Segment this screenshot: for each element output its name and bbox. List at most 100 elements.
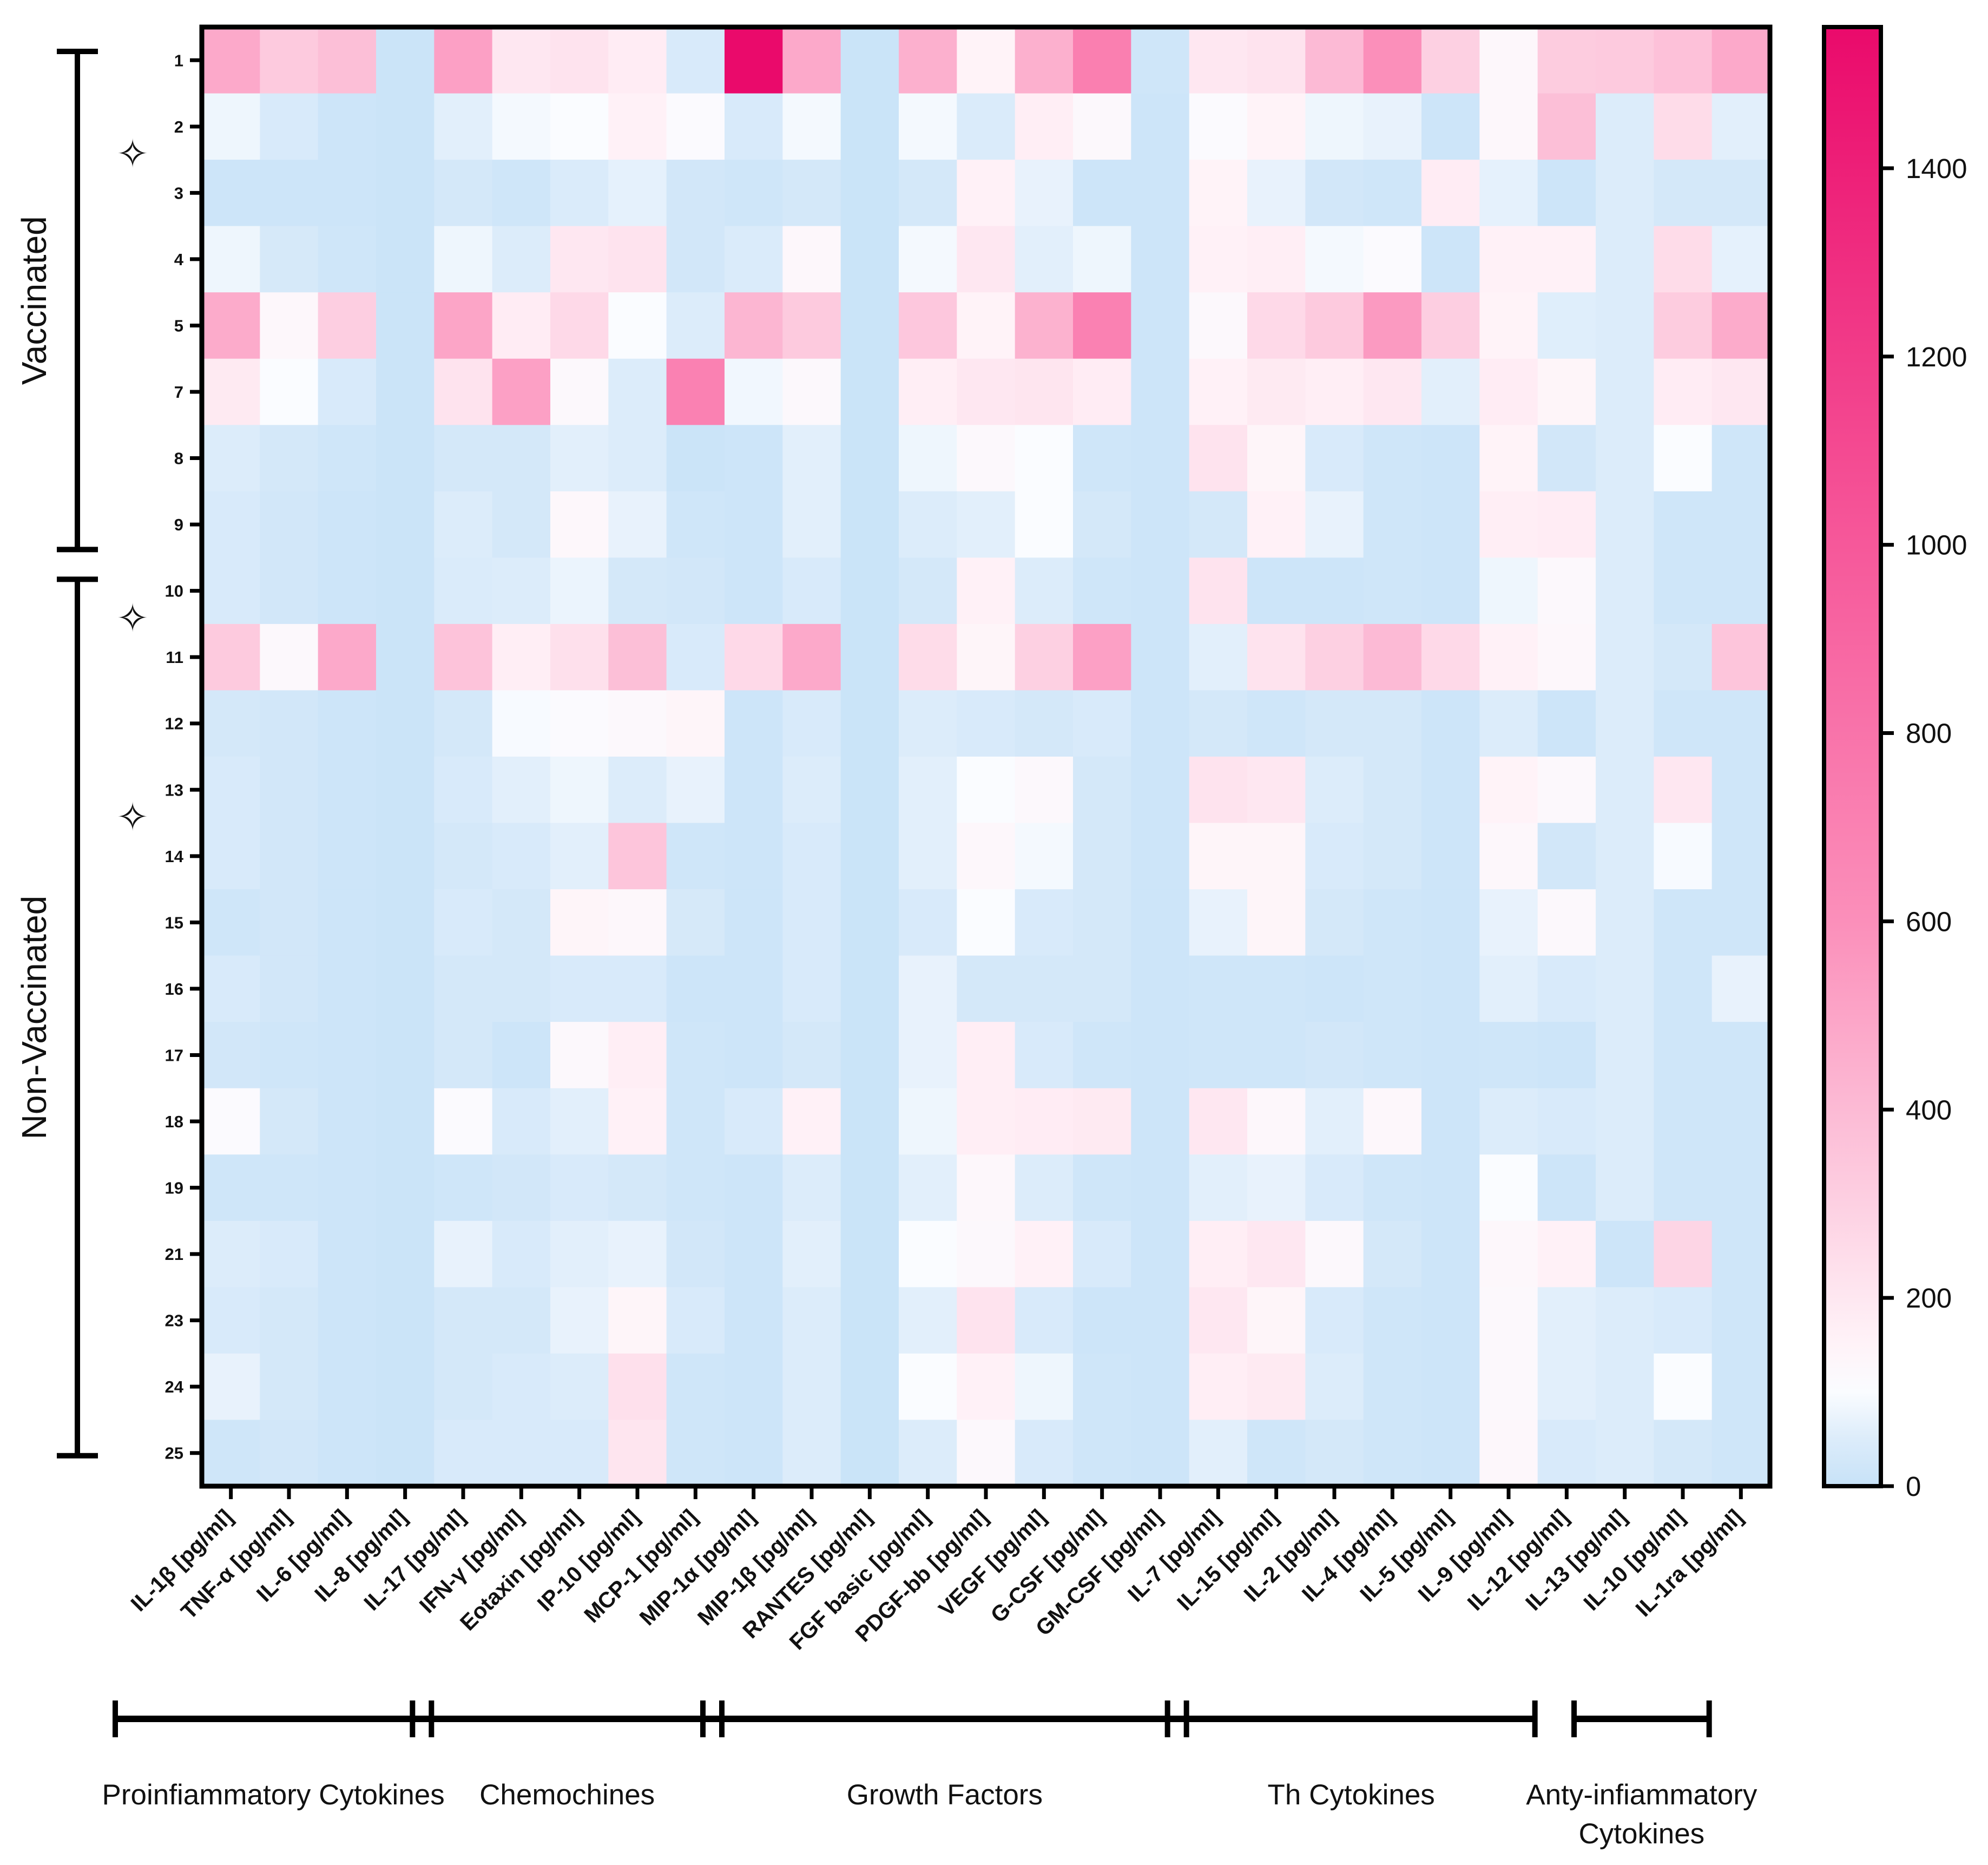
column-groups: Proinfiammatory Cytokines Chemochines Grow… [102,1700,1757,1850]
heatmap-cell [1421,690,1480,757]
heatmap-cell [550,757,609,824]
heatmap-cell [1073,1353,1132,1421]
heatmap-cell [434,557,493,625]
heatmap-cell [1711,690,1770,757]
heatmap-cell [899,1420,958,1487]
heatmap-cell [1189,1022,1248,1089]
heatmap-cell [1073,557,1132,625]
heatmap-cell [318,226,377,293]
heatmap-cell [434,1088,493,1155]
heatmap-cell [782,955,841,1022]
heatmap-cell [318,889,377,956]
heatmap-cell [1015,690,1074,757]
heatmap-cell [1537,27,1596,94]
heatmap-cell [666,757,725,824]
heatmap-cell [1015,889,1074,956]
heatmap-cell [550,955,609,1022]
heatmap-cell [608,757,667,824]
heatmap-cell [434,1022,493,1089]
heatmap-cell [840,226,899,293]
heatmap-cell [318,1287,377,1354]
heatmap-cell [1363,757,1422,824]
heatmap-cell [1131,623,1190,691]
heatmap-cell [1363,1220,1422,1288]
heatmap-cell [434,823,493,890]
heatmap-cell [1015,425,1074,492]
heatmap-cell [202,425,261,492]
heatmap-cell [202,955,261,1022]
row-label: 13 [165,780,183,799]
heatmap-cell [434,358,493,426]
heatmap-cell [1363,823,1422,890]
heatmap-cell [899,955,958,1022]
heatmap-cell [1363,292,1422,359]
heatmap-cell [840,955,899,1022]
heatmap-cell [957,1088,1016,1155]
heatmap-cell [376,955,435,1022]
heatmap-cell [899,1353,958,1421]
heatmap-cell [1189,955,1248,1022]
heatmap-cell [840,823,899,890]
column-group-label: Cytokines [1578,1818,1704,1850]
heatmap-cell [1596,889,1655,956]
row-label: 12 [165,714,183,733]
heatmap-cell [1073,226,1132,293]
heatmap-cell [1189,757,1248,824]
heatmap-cell [376,425,435,492]
heatmap-cell [1247,491,1306,559]
heatmap-cell [550,1420,609,1487]
heatmap-cell [376,1022,435,1089]
heatmap-cell [1189,623,1248,691]
heatmap-cell [666,1088,725,1155]
row-label: 19 [165,1179,183,1198]
heatmap-cell [725,1353,784,1421]
heatmap-cell [840,27,899,94]
heatmap-cell [1189,1287,1248,1354]
heatmap-cell [1131,557,1190,625]
heatmap-cell [840,292,899,359]
heatmap-cell [725,1420,784,1487]
heatmap-cell [1189,1420,1248,1487]
heatmap-cell [260,358,319,426]
heatmap-cell [1073,292,1132,359]
heatmap-cell [840,425,899,492]
heatmap-cell [1421,1287,1480,1354]
heatmap-cell [1247,226,1306,293]
heatmap-cell [782,292,841,359]
heatmap-cell [1073,823,1132,890]
heatmap-cell [550,27,609,94]
heatmap-cell [1537,1088,1596,1155]
heatmap-cell [899,1154,958,1222]
heatmap-cell [1654,93,1713,160]
heatmap-cell [1479,1022,1538,1089]
heatmap-cell [1189,690,1248,757]
heatmap-cell [1654,425,1713,492]
heatmap-cell [1654,27,1713,94]
star-mark-icon: ✧ [116,794,149,840]
star-mark-icon: ✧ [116,595,149,641]
heatmap-cell [492,358,551,426]
heatmap-cell [1073,27,1132,94]
heatmap-cell [725,557,784,625]
heatmap-cell [1305,160,1364,227]
heatmap-cell [492,1353,551,1421]
heatmap-cell [1073,425,1132,492]
row-label: 17 [165,1046,183,1065]
heatmap-cell [1537,557,1596,625]
heatmap-cell [1247,358,1306,426]
heatmap-cell [608,1353,667,1421]
heatmap-cell [1247,93,1306,160]
heatmap-cell [782,757,841,824]
heatmap-cell [376,690,435,757]
heatmap-cell [260,623,319,691]
colorbar-tick-label: 1000 [1906,530,1967,561]
heatmap-cell [840,1353,899,1421]
heatmap-cell [1247,1154,1306,1222]
heatmap-cell [376,93,435,160]
heatmap-cell [1421,823,1480,890]
heatmap-cell [434,491,493,559]
heatmap-cell [1711,557,1770,625]
heatmap-cell [1073,757,1132,824]
heatmap-cell [725,1022,784,1089]
heatmap-cell [1363,1287,1422,1354]
